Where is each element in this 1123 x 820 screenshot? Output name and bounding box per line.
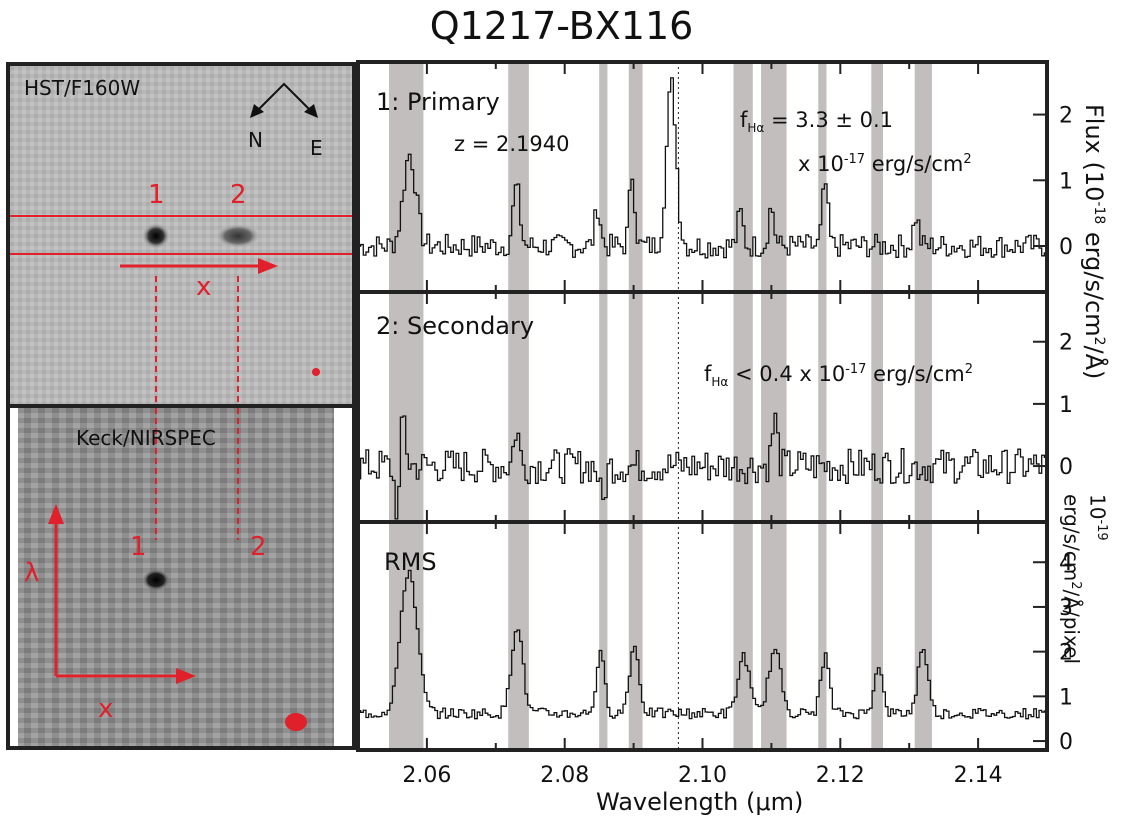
x-tick-label: 2.06 — [402, 763, 451, 788]
nirspec-label: Keck/NIRSPEC — [76, 426, 216, 450]
x-axis-title: Wavelength (μm) — [596, 788, 804, 816]
x-tick-label: 2.10 — [678, 763, 727, 788]
panel-frame-rms — [356, 520, 1049, 752]
y-tick-label: 2 — [1059, 104, 1073, 129]
source-label-1: 1 — [148, 180, 165, 210]
y-tick-label: 0 — [1059, 455, 1073, 480]
shaded-band — [733, 522, 753, 750]
source-label-2: 2 — [230, 180, 247, 210]
x-tick-label: 2.14 — [954, 763, 1003, 788]
shaded-band — [508, 62, 529, 292]
shaded-band — [599, 292, 608, 522]
x-tick-label: 2.12 — [816, 763, 865, 788]
y-tick-label: 1 — [1059, 169, 1073, 194]
compass-e-label: E — [310, 136, 323, 160]
y-tick-label: 0 — [1059, 730, 1073, 755]
hst-image — [10, 66, 352, 404]
hst-label: HST/F160W — [24, 76, 141, 100]
source-2-blob — [216, 224, 260, 248]
shaded-band — [761, 292, 787, 522]
rms-axis-title: 10-19 erg/s/cm2/Å/pixel — [1059, 494, 1110, 665]
psf-ellipse — [285, 713, 307, 731]
figure-title: Q1217-BX116 — [429, 4, 694, 48]
shaded-band — [599, 522, 608, 750]
compass-n-arrowhead — [250, 104, 264, 118]
compass-icon — [257, 82, 311, 111]
lambda-arrow-head — [48, 504, 64, 524]
white-frame-right — [334, 408, 352, 746]
nirspec-x-label: x — [98, 694, 114, 724]
nirspec-source-blob — [142, 569, 170, 591]
shaded-band — [599, 62, 608, 292]
panel-title-rms: RMS — [384, 548, 437, 576]
source-1-blob — [142, 223, 170, 249]
lambda-label: λ — [24, 558, 40, 588]
y-tick-label: 1 — [1059, 393, 1073, 418]
nirspec-source-label-1: 1 — [130, 532, 147, 562]
x-arrow-label: x — [196, 272, 212, 302]
shaded-band — [761, 522, 787, 750]
shaded-band — [628, 292, 643, 522]
nirspec-image-panel: Keck/NIRSPEC 1 2 λ x — [6, 404, 356, 750]
primary-flux-annotation: fHα = 3.3 ± 0.1 x 10-17 erg/s/cm2 — [740, 108, 972, 177]
nirspec-source-label-2: 2 — [250, 532, 267, 562]
shaded-band — [871, 292, 884, 522]
y-tick-label: 1 — [1059, 685, 1073, 710]
hst-image-panel: HST/F160W N E 1 2 x — [6, 62, 356, 408]
x-axis-arrow-head — [176, 668, 196, 684]
y-tick-label: 2 — [1059, 331, 1073, 356]
x-tick-label: 2.08 — [540, 763, 589, 788]
white-frame-left — [10, 408, 18, 746]
panel-title-secondary: 2: Secondary — [376, 312, 535, 340]
y-tick-label: 0 — [1059, 235, 1073, 260]
flux-axis-title: Flux (10-18 erg/s/cm2/Å) — [1080, 104, 1108, 380]
shaded-band — [628, 522, 643, 750]
panel-title-primary: 1: Primary — [376, 88, 500, 116]
shaded-band — [818, 292, 827, 522]
shaded-band — [914, 522, 932, 750]
spectrum-line-rms — [358, 569, 1047, 720]
redshift-annotation: z = 2.1940 — [454, 132, 570, 156]
shaded-band — [733, 292, 753, 522]
shaded-band — [871, 522, 884, 750]
shaded-band — [818, 522, 827, 750]
psf-dot — [312, 368, 320, 376]
secondary-flux-annotation: fHα < 0.4 x 10-17 erg/s/cm2 — [704, 362, 973, 390]
x-arrow-head — [258, 258, 278, 274]
shaded-band — [914, 292, 932, 522]
nirspec-image — [10, 408, 352, 746]
compass-n-label: N — [248, 128, 263, 152]
spectrum-line-secondary — [358, 412, 1047, 520]
shaded-band — [508, 522, 529, 750]
shaded-band — [628, 62, 643, 292]
compass-e-arrowhead — [304, 104, 318, 118]
